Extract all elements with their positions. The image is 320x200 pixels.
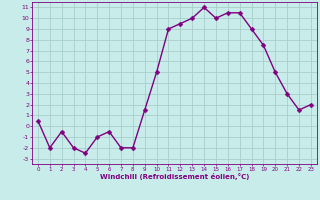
X-axis label: Windchill (Refroidissement éolien,°C): Windchill (Refroidissement éolien,°C)	[100, 173, 249, 180]
